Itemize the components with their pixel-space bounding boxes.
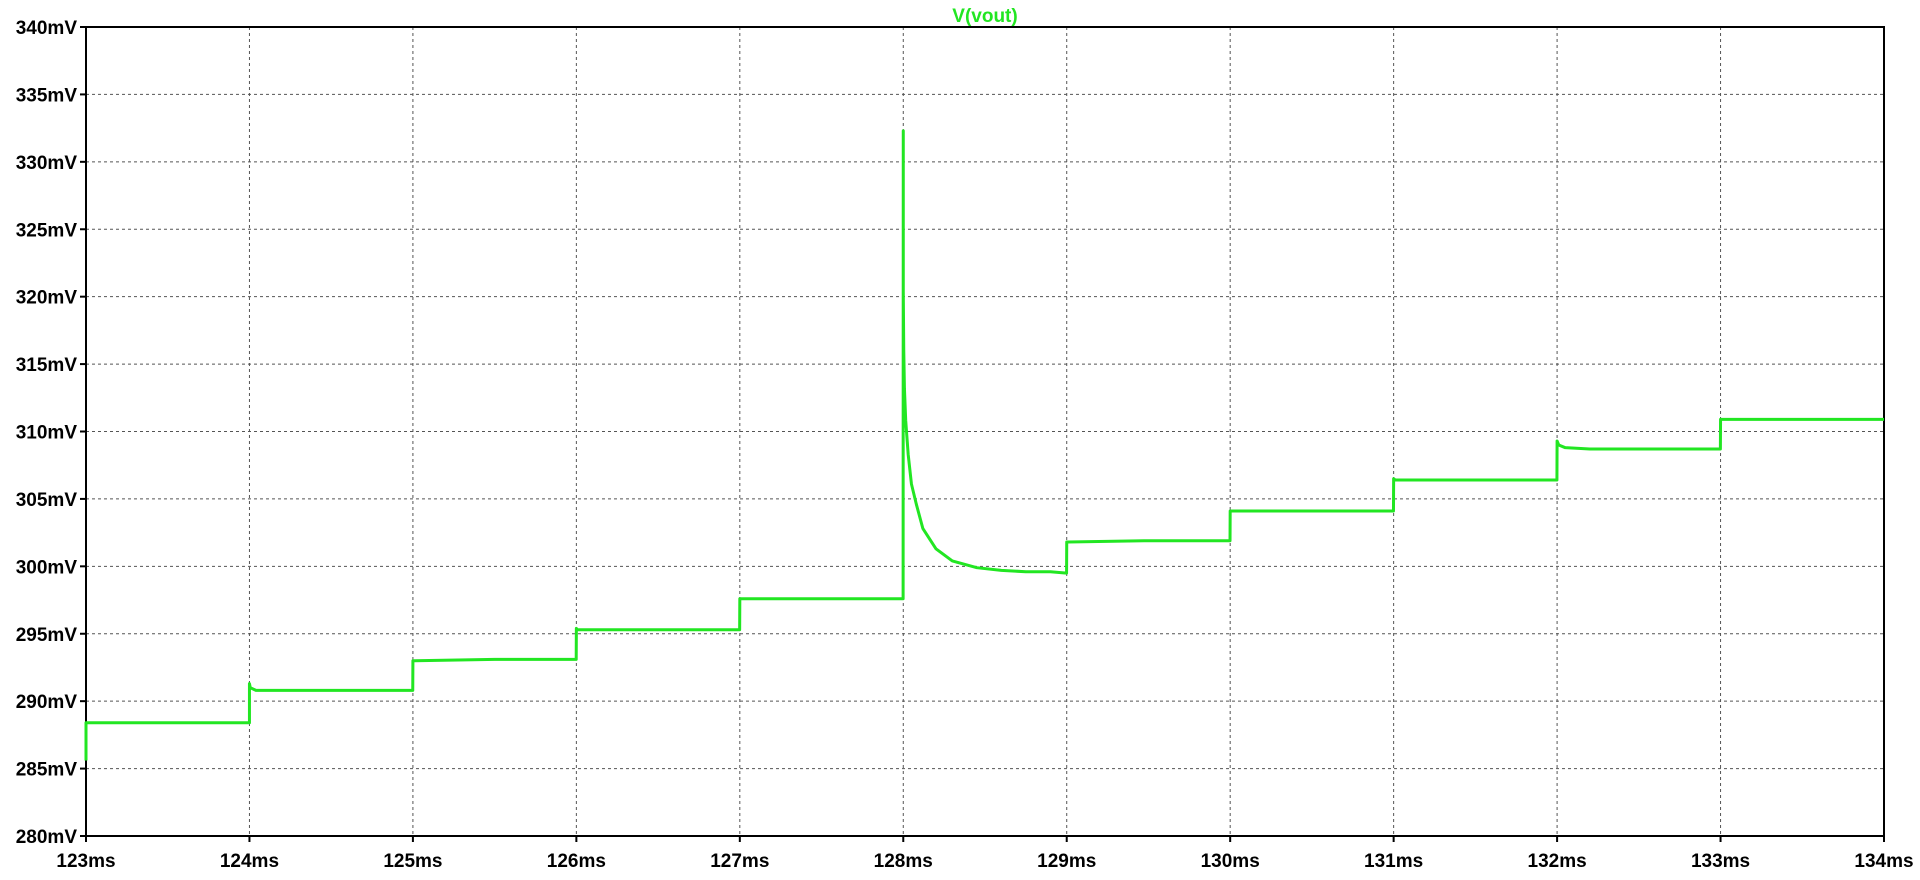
y-tick-label: 340mV: [16, 18, 78, 39]
x-tick-label: 130ms: [1201, 851, 1260, 872]
series-layer: [84, 129, 1884, 761]
x-tick-label: 126ms: [547, 851, 606, 872]
y-tick-label: 285mV: [16, 760, 78, 781]
x-tick-label: 124ms: [220, 851, 279, 872]
y-tick-label: 300mV: [16, 557, 78, 578]
x-tick-label: 131ms: [1364, 851, 1423, 872]
y-tick-label: 290mV: [16, 692, 78, 713]
series-line-vout: [84, 129, 1884, 761]
y-tick-label: 280mV: [16, 827, 78, 848]
y-tick-label: 305mV: [16, 490, 78, 511]
x-tick-label: 129ms: [1037, 851, 1096, 872]
x-tick-label: 134ms: [1854, 851, 1913, 872]
y-tick-label: 295mV: [16, 625, 78, 646]
x-tick-label: 127ms: [710, 851, 769, 872]
x-tick-label: 133ms: [1691, 851, 1750, 872]
y-tick-label: 325mV: [16, 220, 78, 241]
y-tick-label: 315mV: [16, 355, 78, 376]
x-tick-label: 128ms: [874, 851, 933, 872]
x-tick-label: 123ms: [56, 851, 115, 872]
y-tick-label: 335mV: [16, 85, 78, 106]
x-tick-label: 125ms: [383, 851, 442, 872]
y-tick-label: 320mV: [16, 288, 78, 309]
axis-ticks: 123ms 124ms 125ms 126ms 127ms 128ms 129ms 130ms…: [16, 18, 1914, 872]
chart-title: V(vout): [952, 6, 1017, 27]
y-tick-label: 330mV: [16, 153, 78, 174]
y-tick-label: 310mV: [16, 423, 78, 444]
x-tick-label: 132ms: [1528, 851, 1587, 872]
